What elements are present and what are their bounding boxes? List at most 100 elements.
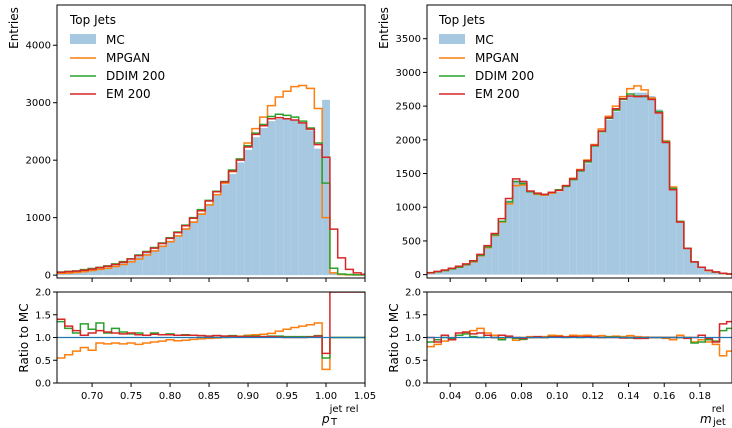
x-tick-label: 0.16: [653, 391, 675, 402]
mc-bar: [236, 162, 245, 276]
mc-bar: [548, 193, 556, 275]
mc-bar: [80, 270, 89, 276]
ratio-y-tick-label: 0.5: [405, 356, 421, 367]
mc-bar: [173, 234, 182, 276]
mc-bar: [476, 255, 485, 275]
mc-bar: [103, 267, 112, 276]
y-tick-label: 0: [45, 271, 51, 282]
mc-bar: [576, 171, 584, 275]
ratio-line-ddim-200: [57, 320, 365, 359]
mc-bar: [662, 139, 670, 275]
ratio-line-em-200: [427, 320, 732, 343]
ratio-y-tick-label: 0.0: [35, 379, 51, 390]
mc-bar: [88, 269, 96, 276]
series-line-em-200: [427, 95, 732, 275]
ratio-plot-area: [427, 320, 732, 357]
x-tick-label: 0.12: [582, 391, 604, 402]
mc-bar: [712, 271, 720, 275]
x-tick-label: 0.85: [198, 391, 220, 402]
x-tick-label: 0.70: [81, 391, 103, 402]
mc-bar: [519, 180, 527, 275]
mc-bar: [698, 266, 706, 275]
main-axes-frame: [56, 4, 366, 279]
y-tick-label: 1000: [26, 213, 51, 224]
legend-swatch-mc: [439, 34, 465, 44]
y-tick-label: 2000: [396, 135, 421, 146]
y-tick-label: 3500: [396, 34, 421, 45]
ratio-y-tick-label: 2.0: [405, 288, 421, 299]
legend-swatch-mc: [70, 34, 96, 44]
mc-bar: [705, 269, 713, 275]
mc-bar: [683, 247, 691, 275]
mc-bar: [306, 130, 315, 276]
ratio-y-tick-label: 0.5: [35, 356, 51, 367]
mc-bar: [555, 191, 563, 275]
y-axis-label: Entries: [7, 7, 21, 49]
mc-bar: [469, 261, 477, 275]
main-axes-frame: [426, 4, 732, 279]
legend-label: MC: [475, 33, 494, 47]
x-tick-label: 0.14: [617, 391, 639, 402]
mc-bar: [676, 220, 684, 275]
legend-label: EM 200: [106, 87, 151, 101]
mc-bar: [569, 180, 577, 275]
x-tick-label: 0.95: [276, 391, 298, 402]
x-axis-label: pjet rel T: [321, 404, 358, 428]
ratio-plot-area: [57, 292, 365, 371]
mc-bar: [212, 194, 221, 276]
legend-title: Top Jets: [69, 13, 116, 27]
mc-bar: [228, 173, 237, 276]
mc-bar: [562, 187, 570, 275]
mc-bar: [641, 92, 649, 275]
mc-bar: [541, 195, 549, 275]
x-tick-label: 0.90: [237, 391, 259, 402]
legend-label: DDIM 200: [475, 69, 534, 83]
mc-bar: [598, 133, 606, 275]
y-tick-label: 1000: [396, 203, 421, 214]
x-tick-label: 0.06: [475, 391, 497, 402]
y-tick-label: 2000: [26, 156, 51, 167]
ratio-line-mpgan: [57, 322, 365, 371]
mc-bar: [166, 240, 174, 276]
mc-bar: [181, 227, 190, 276]
mc-bar: [322, 99, 330, 276]
mc-bar: [251, 137, 260, 276]
mc-bar: [512, 180, 520, 275]
mc-bar: [505, 200, 513, 275]
mc-bar: [612, 111, 620, 275]
legend-label: MPGAN: [106, 51, 150, 65]
main-plot-area: [57, 84, 365, 276]
mc-bar: [491, 234, 499, 275]
mc-bar: [690, 261, 699, 275]
x-tick-label: 0.75: [120, 391, 142, 402]
mc-bar: [142, 253, 151, 276]
ratio-y-tick-label: 2.0: [35, 288, 51, 299]
mc-bar: [267, 121, 276, 276]
series-line-em-200: [57, 116, 365, 276]
mc-bar: [119, 263, 128, 276]
mc-bar: [220, 184, 229, 276]
mc-bar: [205, 203, 213, 276]
x-tick-label: 0.04: [439, 391, 461, 402]
legend-label: MC: [106, 33, 125, 47]
left-histogram-panel: 0 1000 2000 3000 4000 Entries Top Jets MC MPGAN D…: [7, 4, 376, 428]
x-tick-label: 0.18: [689, 391, 711, 402]
ratio-y-tick-label: 1.0: [35, 333, 51, 344]
y-axis-label: Entries: [377, 7, 391, 49]
mc-bar: [72, 271, 81, 276]
legend-label: DDIM 200: [106, 69, 165, 83]
mc-bar: [158, 245, 167, 276]
right-histogram-panel: 0 500 1000 1500 2000 2500 3000 3500 Entries Top J…: [377, 4, 732, 428]
ratio-y-tick-label: 0.0: [405, 379, 421, 390]
mc-bar: [583, 163, 592, 275]
x-axis-label: mrel jet: [700, 404, 726, 428]
mc-bar: [283, 118, 291, 276]
y-tick-label: 500: [402, 236, 421, 247]
mc-bar: [189, 221, 198, 276]
mc-bar: [298, 123, 307, 276]
ratio-y-tick-label: 1.5: [405, 310, 421, 321]
mc-bar: [655, 109, 663, 275]
mc-bar: [329, 272, 338, 276]
mc-bar: [669, 187, 677, 275]
